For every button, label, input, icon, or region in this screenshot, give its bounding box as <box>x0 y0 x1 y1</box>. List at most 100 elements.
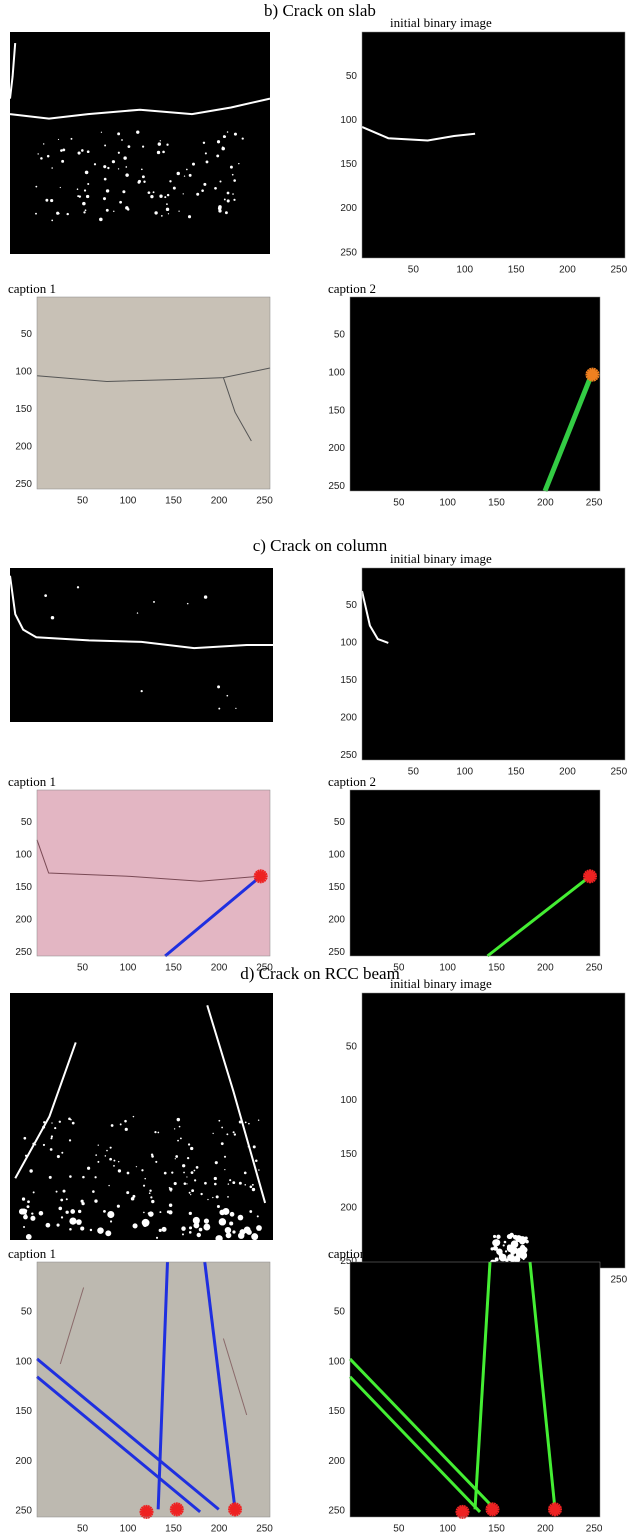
speckle <box>159 1211 161 1213</box>
blob <box>107 1211 114 1218</box>
speckle <box>78 1210 81 1213</box>
x-tick-label: 250 <box>256 963 273 974</box>
speckle <box>43 143 44 144</box>
speckle <box>113 211 114 212</box>
blob <box>133 1223 138 1228</box>
section-title: c) Crack on column <box>253 536 388 555</box>
speckle <box>224 1156 226 1158</box>
speckle <box>196 193 199 196</box>
y-tick-label: 250 <box>328 1506 345 1517</box>
y-tick-label: 150 <box>15 1406 32 1417</box>
y-tick-label: 250 <box>340 750 357 761</box>
speckle <box>203 142 205 144</box>
blob <box>199 1228 203 1232</box>
speckle <box>184 1182 187 1185</box>
speckle <box>153 601 155 603</box>
x-tick-label: 100 <box>439 498 456 509</box>
speckle <box>178 211 179 212</box>
blob <box>219 1210 225 1216</box>
y-tick-label: 100 <box>15 1356 32 1367</box>
blob <box>251 1233 258 1240</box>
y-tick-label: 250 <box>340 247 357 258</box>
speckle <box>27 1205 30 1208</box>
x-tick-label: 50 <box>77 963 89 974</box>
image <box>37 790 270 956</box>
blob <box>505 1250 507 1252</box>
x-tick-label: 100 <box>439 963 456 974</box>
x-tick-label: 100 <box>456 767 473 778</box>
speckle <box>94 163 96 165</box>
speckle <box>62 148 65 151</box>
speckle <box>142 175 145 178</box>
speckle <box>66 213 68 215</box>
blob <box>142 1219 150 1227</box>
speckle <box>71 138 73 140</box>
speckle <box>238 163 239 164</box>
blob <box>230 1212 235 1217</box>
blob <box>90 1229 92 1231</box>
speckle <box>50 1137 52 1139</box>
speckle <box>77 586 79 588</box>
blob <box>110 1220 112 1222</box>
speckle <box>201 189 204 192</box>
panel-caption: caption 2 <box>328 1246 376 1261</box>
speckle <box>232 193 234 195</box>
speckle <box>250 1185 253 1188</box>
y-tick-label: 100 <box>328 1356 345 1367</box>
blob <box>23 1215 28 1220</box>
speckle <box>230 166 233 169</box>
speckle <box>119 201 122 204</box>
speckle <box>183 1172 185 1174</box>
x-tick-label: 250 <box>256 496 273 507</box>
blob <box>249 1210 252 1213</box>
y-tick-label: 250 <box>15 1506 32 1517</box>
x-tick-label: 100 <box>120 963 137 974</box>
panel-caption: caption 2 <box>328 774 376 789</box>
speckle <box>69 1175 72 1178</box>
speckle <box>117 1205 120 1208</box>
y-tick-label: 50 <box>334 1306 346 1317</box>
speckle <box>70 1119 72 1121</box>
speckle <box>188 215 191 218</box>
blob <box>219 1218 226 1225</box>
blob <box>76 1219 82 1225</box>
blob <box>26 1234 32 1240</box>
blob <box>203 1224 210 1231</box>
blob <box>69 1217 76 1224</box>
speckle <box>51 219 53 221</box>
speckle <box>189 174 192 177</box>
speckle <box>214 187 217 190</box>
blob <box>181 1226 185 1230</box>
x-tick-label: 100 <box>120 496 137 507</box>
speckle <box>221 1127 223 1129</box>
y-tick-label: 150 <box>15 404 32 415</box>
speckle <box>35 186 37 188</box>
blob <box>503 1244 505 1246</box>
speckle <box>205 152 207 154</box>
speckle <box>183 193 184 194</box>
speckle <box>142 146 144 148</box>
speckle <box>149 1192 151 1194</box>
speckle <box>137 181 140 184</box>
x-tick-label: 150 <box>508 767 525 778</box>
speckle <box>97 1161 99 1163</box>
speckle <box>65 1211 68 1214</box>
x-tick-label: 150 <box>165 496 182 507</box>
speckle <box>118 152 120 154</box>
blob <box>525 1240 529 1244</box>
speckle <box>127 1172 130 1175</box>
speckle <box>103 1210 106 1213</box>
speckle <box>166 208 169 211</box>
speckle <box>60 149 63 152</box>
x-tick-label: 100 <box>439 1524 456 1532</box>
speckle <box>212 1197 213 1198</box>
speckle <box>235 708 236 709</box>
speckle <box>175 1155 178 1158</box>
speckle <box>56 212 59 215</box>
y-tick-label: 200 <box>15 1456 32 1467</box>
blob <box>197 1233 201 1237</box>
blob <box>156 1237 158 1239</box>
speckle <box>58 1207 62 1211</box>
y-tick-label: 200 <box>340 713 357 724</box>
x-tick-label: 150 <box>488 1524 505 1532</box>
